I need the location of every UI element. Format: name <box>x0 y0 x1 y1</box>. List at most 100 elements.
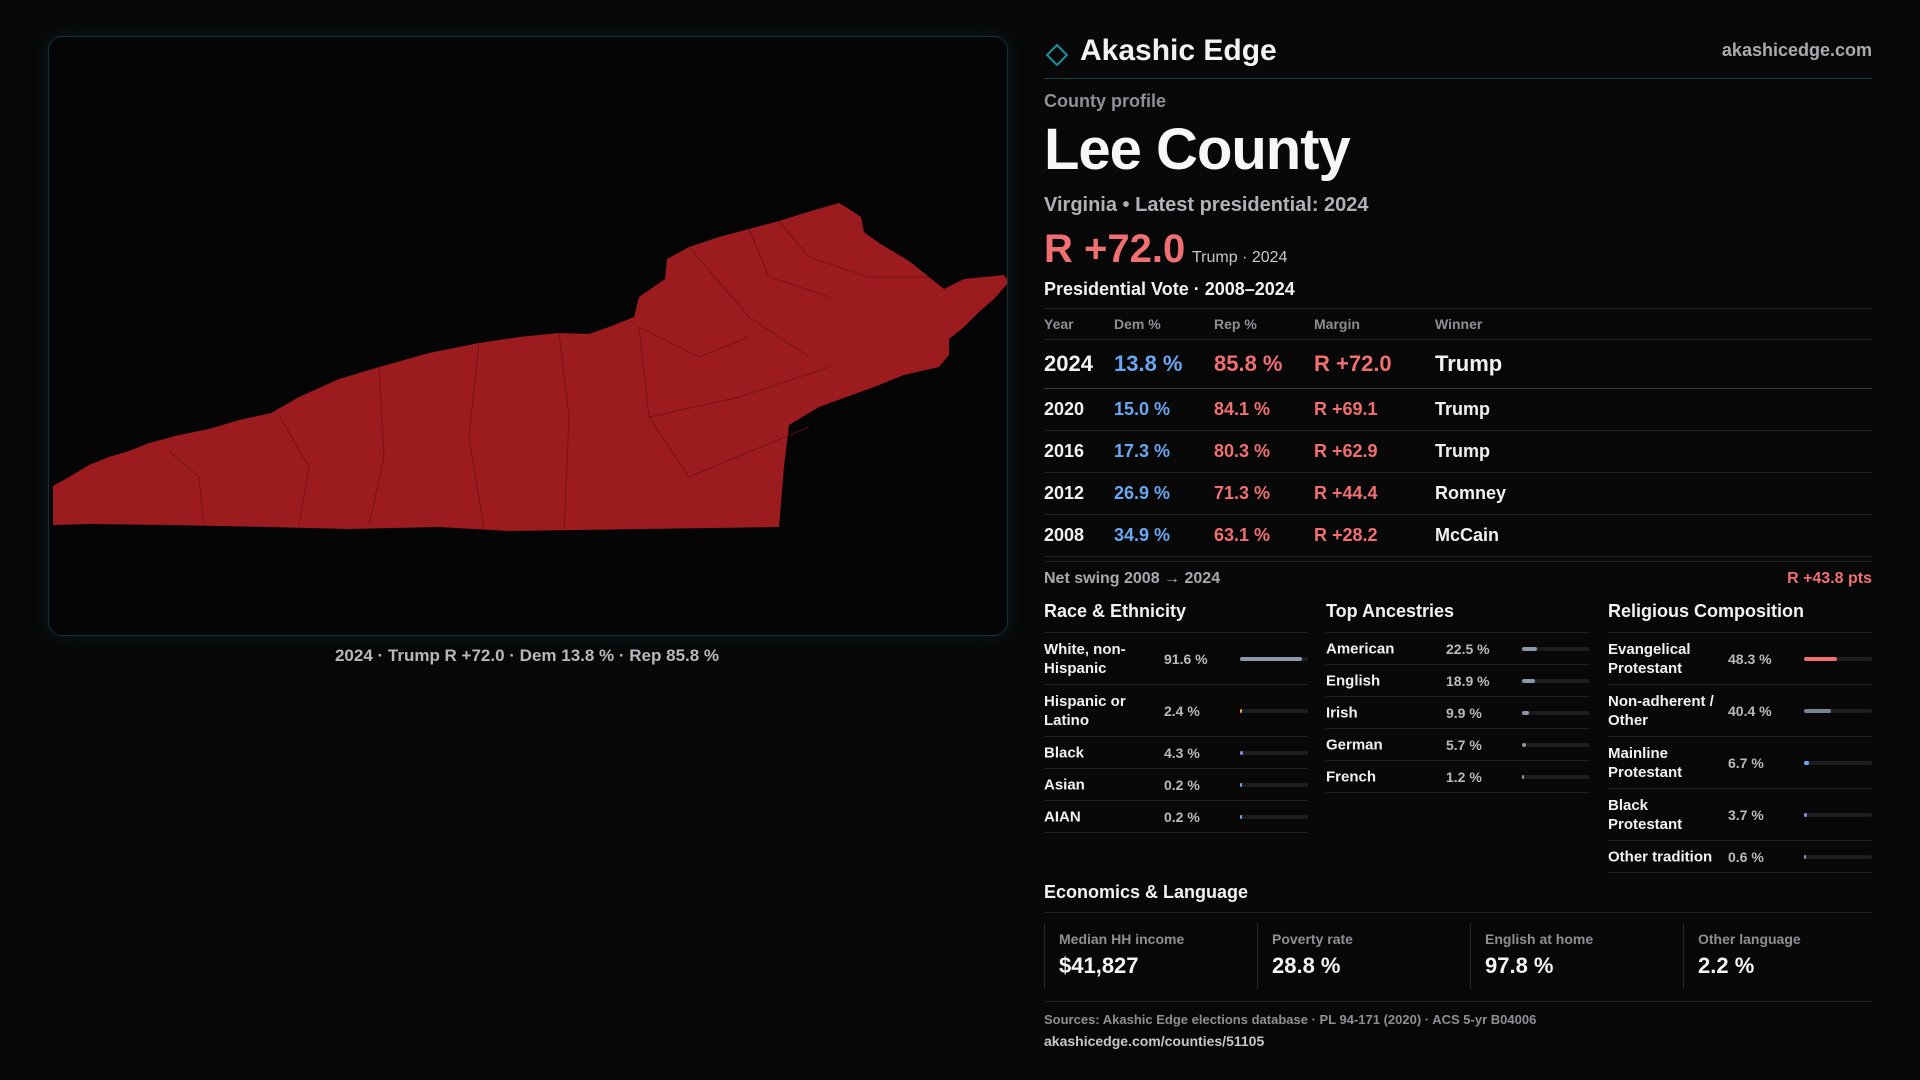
row-year: 2024 <box>1044 339 1114 389</box>
stat-bar <box>1240 750 1308 755</box>
stat-bar <box>1240 656 1308 661</box>
stat-bar-fill <box>1240 782 1242 787</box>
swing-label: Net swing 2008 → 2024 <box>1044 570 1221 587</box>
ancestry-row: English 18.9 % <box>1326 665 1590 697</box>
brand-url-link[interactable]: akashicedge.com <box>1721 40 1872 60</box>
row-rep: 63.1 % <box>1214 514 1314 557</box>
row-rep: 84.1 % <box>1214 388 1314 431</box>
net-swing: Net swing 2008 → 2024 R +43.8 pts <box>1044 561 1872 592</box>
row-dem: 15.0 % <box>1114 388 1214 431</box>
stat-bar-fill <box>1522 678 1535 683</box>
vote-section-title: Presidential Vote · 2008–2024 <box>1044 279 1872 309</box>
economics-title: Economics & Language <box>1044 882 1872 913</box>
religion-column: Religious Composition Evangelical Protes… <box>1608 600 1872 873</box>
brand-name: Akashic Edge <box>1080 34 1277 67</box>
row-year: 2020 <box>1044 388 1114 431</box>
economics-section: Economics & Language Median HH income $4… <box>1044 882 1872 1049</box>
stat-bar <box>1240 782 1308 787</box>
stat-value: 4.3 % <box>1164 744 1200 761</box>
stat-bar-fill <box>1240 814 1242 819</box>
race-row: AIAN 0.2 % <box>1044 801 1308 833</box>
row-winner: McCain <box>1435 514 1872 557</box>
religion-row: Mainline Protestant 6.7 % <box>1608 737 1872 789</box>
stat-label: Black <box>1044 744 1085 761</box>
stat-card-english: English at home 97.8 % <box>1470 923 1667 989</box>
row-margin: R +72.0 <box>1314 339 1435 389</box>
swing-value: R +43.8 pts <box>1787 570 1872 587</box>
table-row: 2008 34.9 % 63.1 % R +28.2 McCain <box>1044 514 1872 557</box>
religion-row: Non-adherent / Other 40.4 % <box>1608 685 1872 737</box>
profile-label: County profile <box>1044 91 1166 111</box>
precinct-lines <box>168 220 929 532</box>
religion-row: Other tradition 0.6 % <box>1608 841 1872 873</box>
county-subtitle: Virginia • Latest presidential: 2024 <box>1044 194 1369 216</box>
stat-bar-fill <box>1804 656 1837 661</box>
county-map-frame[interactable] <box>48 36 1008 636</box>
stat-value: 22.5 % <box>1446 640 1490 657</box>
stat-value: 0.6 % <box>1728 848 1764 865</box>
stat-label: French <box>1326 768 1377 785</box>
race-row: Hispanic or Latino 2.4 % <box>1044 685 1308 737</box>
table-row: 2024 13.8 % 85.8 % R +72.0 Trump <box>1044 339 1872 389</box>
stat-card-other-language: Other language 2.2 % <box>1683 923 1880 989</box>
header-dem: Dem % <box>1114 309 1214 340</box>
map-caption: 2024 · Trump R +72.0 · Dem 13.8 % · Rep … <box>334 646 720 665</box>
card-value: 97.8 % <box>1485 953 1554 978</box>
row-winner: Romney <box>1435 472 1872 515</box>
stat-value: 0.2 % <box>1164 808 1200 825</box>
stat-value: 18.9 % <box>1446 672 1490 689</box>
row-dem: 26.9 % <box>1114 472 1214 515</box>
row-winner: Trump <box>1435 339 1872 389</box>
sources-note: Sources: Akashic Edge elections database… <box>1044 1012 1537 1027</box>
card-label: Other language <box>1698 931 1801 947</box>
stat-bar-fill <box>1240 750 1243 755</box>
ancestry-row: French 1.2 % <box>1326 761 1590 793</box>
race-title: Race & Ethnicity <box>1044 600 1308 633</box>
header-rep: Rep % <box>1214 309 1314 340</box>
stat-label: Other tradition <box>1608 848 1713 865</box>
stat-value: 6.7 % <box>1728 754 1764 771</box>
stat-bar <box>1804 708 1872 713</box>
source-url-link[interactable]: akashicedge.com/counties/51105 <box>1044 1033 1265 1049</box>
economics-cards: Median HH income $41,827 Poverty rate 28… <box>1044 923 1872 1002</box>
stat-bar-fill <box>1804 708 1832 713</box>
county-shape[interactable] <box>53 203 1007 531</box>
stat-bar-fill <box>1240 708 1242 713</box>
header-margin: Margin <box>1314 309 1435 340</box>
row-winner: Trump <box>1435 388 1872 431</box>
race-row: White, non-Hispanic 91.6 % <box>1044 633 1308 685</box>
stat-bar <box>1804 812 1872 817</box>
card-value: 28.8 % <box>1272 953 1341 978</box>
row-winner: Trump <box>1435 430 1872 473</box>
card-label: Poverty rate <box>1272 931 1353 947</box>
stat-bar <box>1240 708 1308 713</box>
county-map[interactable] <box>49 37 1007 635</box>
row-dem: 13.8 % <box>1114 339 1214 389</box>
row-rep: 71.3 % <box>1214 472 1314 515</box>
stat-bar-fill <box>1522 710 1529 715</box>
stat-bar <box>1522 678 1590 683</box>
headline-note: Trump · 2024 <box>1192 249 1288 266</box>
stat-bar-fill <box>1804 812 1807 817</box>
stat-label: White, non-Hispanic <box>1044 640 1126 677</box>
stat-bar-fill <box>1240 656 1303 661</box>
stat-label: Asian <box>1044 776 1085 793</box>
stat-label: American <box>1326 640 1395 657</box>
stat-bar-fill <box>1522 646 1538 651</box>
stat-value: 2.4 % <box>1164 702 1200 719</box>
row-margin: R +62.9 <box>1314 430 1435 473</box>
stat-bar <box>1804 854 1872 859</box>
stat-label: Irish <box>1326 704 1358 721</box>
stat-value: 91.6 % <box>1164 650 1208 667</box>
stat-bar-fill <box>1804 760 1809 765</box>
ancestry-row: Irish 9.9 % <box>1326 697 1590 729</box>
ancestry-title: Top Ancestries <box>1326 600 1590 633</box>
row-rep: 85.8 % <box>1214 339 1314 389</box>
card-value: 2.2 % <box>1698 953 1755 978</box>
card-value: $41,827 <box>1059 953 1139 978</box>
stat-label: German <box>1326 736 1383 753</box>
stat-bar-fill <box>1522 742 1526 747</box>
county-title: Lee County <box>1044 117 1351 182</box>
stat-bar <box>1522 646 1590 651</box>
ancestry-column: Top Ancestries American 22.5 % English 1… <box>1326 600 1590 793</box>
